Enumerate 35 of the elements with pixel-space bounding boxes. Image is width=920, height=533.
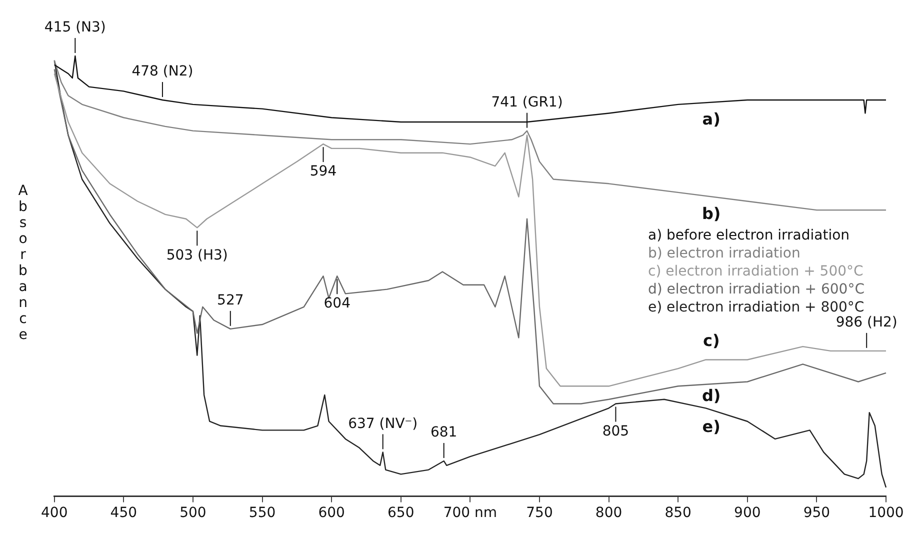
- y-axis-title: Absorbance: [15, 183, 31, 343]
- annotation: b): [702, 204, 721, 223]
- annotation: 986 (H2): [836, 314, 898, 331]
- text: b) electron irradiation: [648, 246, 800, 262]
- x-tick-label: 450: [110, 505, 138, 522]
- annotation: 741 (GR1): [491, 94, 563, 110]
- annotation: 637 (NV⁻): [348, 416, 418, 432]
- x-tick-label: 800: [595, 505, 622, 522]
- x-tick-label: 600: [318, 505, 345, 522]
- annotation: 681: [430, 424, 458, 441]
- x-tick-label: 950: [803, 505, 830, 522]
- annotation: c): [702, 330, 720, 350]
- annotation: 805: [602, 423, 630, 440]
- x-tick-label: 400: [40, 505, 68, 522]
- x-tick-label: 700 nm: [443, 505, 498, 522]
- annotation: 478 (N2): [132, 64, 194, 80]
- x-tick-label: 550: [248, 505, 276, 522]
- x-tick-label: 1000: [868, 505, 904, 522]
- text: a) before electron irradiation: [648, 228, 850, 244]
- x-tick-label: 750: [526, 505, 553, 522]
- annotation: 594: [310, 164, 337, 180]
- annotation: a): [702, 109, 720, 128]
- annotation: 527: [217, 292, 244, 309]
- text: d) electron irradiation + 600°C: [648, 282, 865, 298]
- annotation: d): [702, 386, 721, 406]
- annotation: 503 (H3): [166, 247, 228, 264]
- x-tick-label: 850: [664, 505, 692, 522]
- annotation: 415 (N3): [44, 20, 106, 36]
- x-tick-label: 500: [180, 505, 206, 522]
- annotation: 604: [324, 296, 351, 312]
- annotation: e): [702, 417, 720, 436]
- text: c) electron irradiation + 500°C: [648, 264, 864, 280]
- text: e) electron irradiation + 800°C: [648, 300, 864, 316]
- x-tick-label: 900: [734, 505, 761, 522]
- x-tick-label: 650: [388, 505, 414, 522]
